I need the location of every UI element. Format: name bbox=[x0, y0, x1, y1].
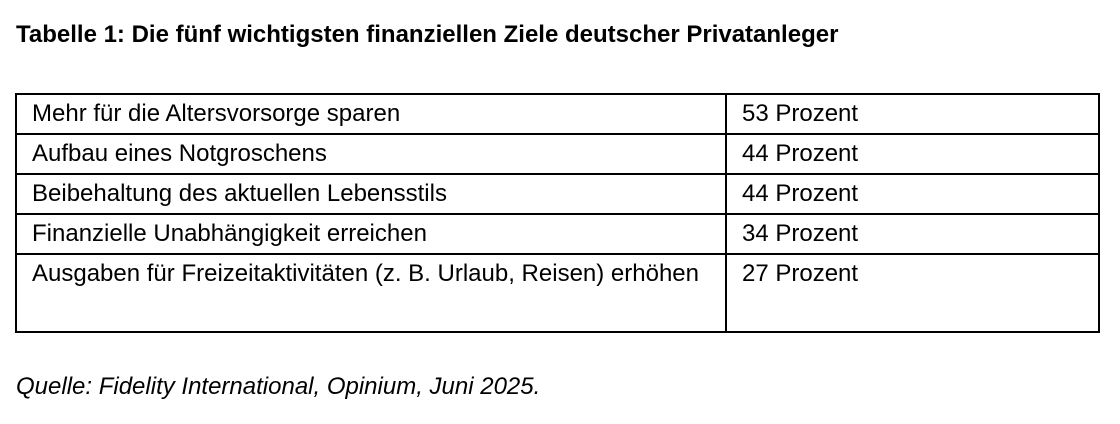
goals-table: Mehr für die Altersvorsorge sparen 53 Pr… bbox=[15, 93, 1100, 333]
table-title: Tabelle 1: Die fünf wichtigsten finanzie… bbox=[16, 21, 839, 48]
table-row: Mehr für die Altersvorsorge sparen 53 Pr… bbox=[15, 93, 1100, 135]
goal-cell: Aufbau eines Notgroschens bbox=[15, 133, 727, 175]
goal-cell: Ausgaben für Freizeitaktivitäten (z. B. … bbox=[15, 253, 727, 333]
source-note: Quelle: Fidelity International, Opinium,… bbox=[16, 373, 541, 400]
share-cell: 27 Prozent bbox=[725, 253, 1100, 333]
share-cell: 44 Prozent bbox=[725, 173, 1100, 215]
share-cell: 53 Prozent bbox=[725, 93, 1100, 135]
table-row: Ausgaben für Freizeitaktivitäten (z. B. … bbox=[15, 253, 1100, 333]
goal-cell: Mehr für die Altersvorsorge sparen bbox=[15, 93, 727, 135]
table-row: Beibehaltung des aktuellen Lebensstils 4… bbox=[15, 173, 1100, 215]
goal-cell: Finanzielle Unabhängigkeit erreichen bbox=[15, 213, 727, 255]
share-cell: 44 Prozent bbox=[725, 133, 1100, 175]
share-cell: 34 Prozent bbox=[725, 213, 1100, 255]
goal-cell: Beibehaltung des aktuellen Lebensstils bbox=[15, 173, 727, 215]
table-row: Aufbau eines Notgroschens 44 Prozent bbox=[15, 133, 1100, 175]
table-row: Finanzielle Unabhängigkeit erreichen 34 … bbox=[15, 213, 1100, 255]
